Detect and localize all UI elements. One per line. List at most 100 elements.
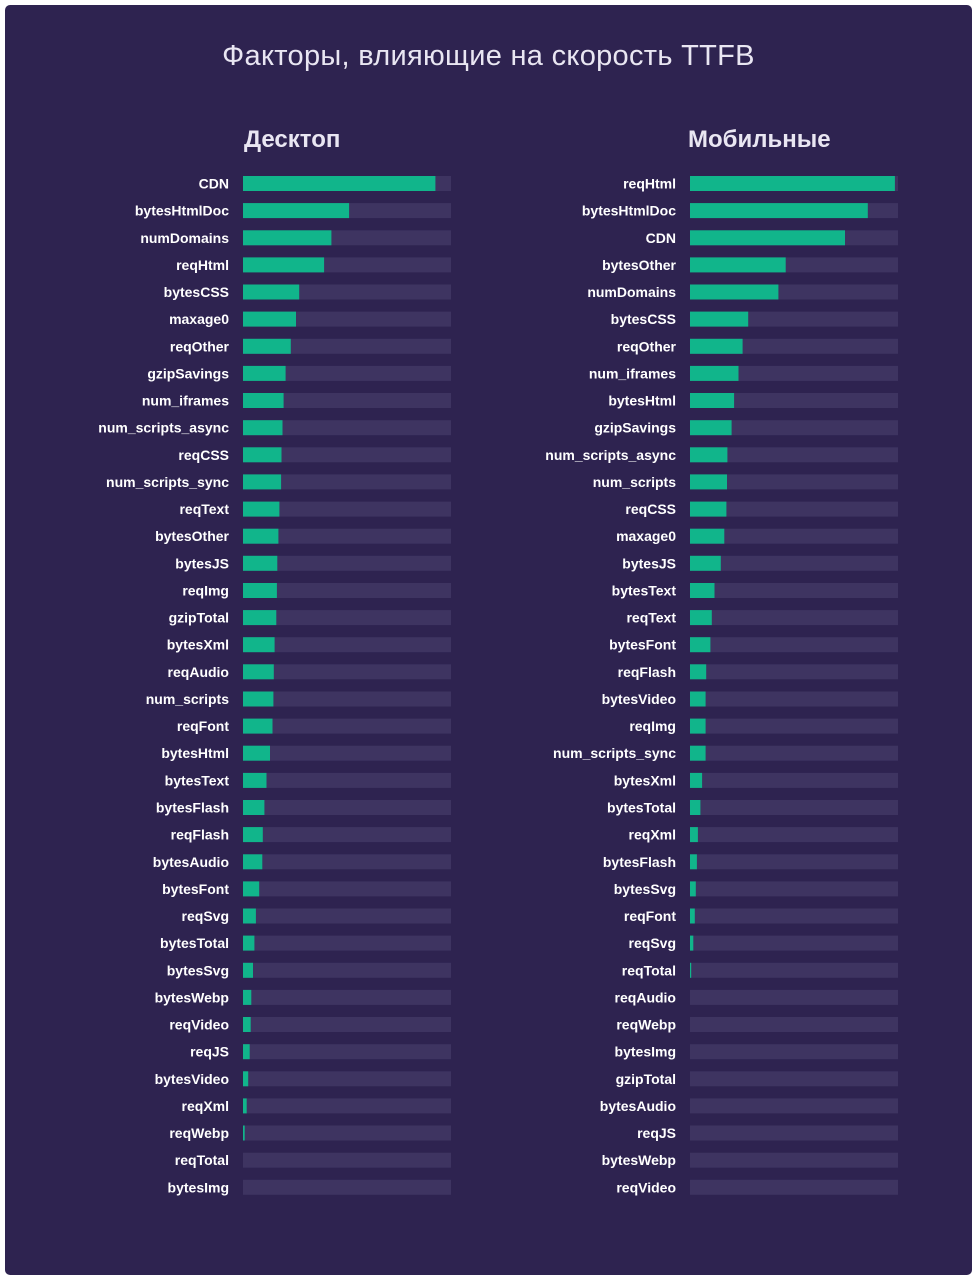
mobile-bar-12	[690, 501, 727, 517]
mobile-category-label-33: gzipTotal	[616, 1071, 676, 1087]
mobile-track-31	[690, 1017, 898, 1032]
mobile-track-24	[690, 827, 898, 843]
mobile-bar-16	[690, 610, 712, 626]
mobile-category-label-16: reqText	[626, 610, 676, 626]
desktop-bar-13	[243, 528, 279, 544]
desktop-category-label-0: CDN	[199, 176, 229, 192]
desktop-category-label-15: reqImg	[182, 583, 229, 599]
mobile-category-label-4: numDomains	[587, 284, 676, 300]
mobile-track-13	[690, 528, 898, 544]
mobile-category-label-24: reqXml	[629, 827, 676, 843]
desktop-category-label-21: bytesHtml	[161, 745, 229, 761]
desktop-bar-21	[243, 745, 270, 761]
desktop-bar-10	[243, 447, 282, 463]
mobile-category-label-34: bytesAudio	[600, 1098, 676, 1114]
mobile-bar-6	[690, 338, 743, 354]
mobile-bar-26	[690, 881, 696, 897]
desktop-category-label-37: bytesImg	[168, 1179, 229, 1195]
desktop-bar-1	[243, 203, 350, 219]
mobile-bar-24	[690, 827, 698, 843]
desktop-category-label-31: reqVideo	[169, 1017, 229, 1033]
desktop-category-label-8: num_iframes	[142, 393, 229, 409]
desktop-category-label-22: bytesText	[165, 772, 230, 788]
desktop-category-label-26: bytesFont	[162, 881, 229, 897]
desktop-category-label-36: reqTotal	[175, 1152, 229, 1168]
desktop-bar-27	[243, 908, 256, 924]
desktop-bar-2	[243, 230, 332, 246]
desktop-category-label-18: reqAudio	[168, 664, 229, 680]
mobile-category-label-3: bytesOther	[602, 257, 676, 273]
desktop-category-label-10: reqCSS	[178, 447, 229, 463]
desktop-bar-9	[243, 420, 283, 436]
mobile-track-23	[690, 800, 898, 815]
desktop-track-22	[243, 772, 451, 788]
desktop-bar-16	[243, 610, 277, 626]
mobile-category-label-23: bytesTotal	[607, 800, 676, 816]
desktop-bar-30	[243, 989, 252, 1005]
desktop-category-label-6: reqOther	[170, 338, 230, 354]
mobile-bar-9	[690, 420, 732, 436]
desktop-track-34	[243, 1098, 451, 1114]
desktop-track-17	[243, 637, 451, 653]
desktop-category-label-24: reqFlash	[171, 827, 229, 843]
desktop-category-label-2: numDomains	[140, 230, 229, 246]
mobile-category-label-12: reqCSS	[625, 501, 676, 517]
desktop-category-label-1: bytesHtmlDoc	[135, 203, 229, 219]
mobile-track-32	[690, 1044, 898, 1060]
desktop-bar-35	[243, 1125, 245, 1141]
desktop-track-29	[243, 962, 451, 978]
mobile-bar-18	[690, 664, 707, 680]
desktop-bar-8	[243, 393, 284, 408]
mobile-track-33	[690, 1071, 898, 1087]
desktop-track-10	[243, 447, 451, 463]
mobile-category-label-19: bytesVideo	[602, 691, 676, 707]
desktop-track-27	[243, 908, 451, 924]
mobile-bar-22	[690, 772, 703, 788]
desktop-category-label-30: bytesWebp	[155, 989, 229, 1005]
desktop-track-28	[243, 935, 451, 951]
mobile-bar-13	[690, 528, 725, 544]
desktop-category-label-28: bytesTotal	[160, 935, 229, 951]
mobile-bar-4	[690, 284, 779, 300]
desktop-bar-23	[243, 800, 265, 815]
desktop-track-26	[243, 881, 451, 897]
mobile-category-label-21: num_scripts_sync	[553, 745, 676, 761]
mobile-track-36	[690, 1152, 898, 1168]
mobile-bar-17	[690, 637, 711, 653]
mobile-bar-1	[690, 203, 868, 219]
desktop-track-33	[243, 1071, 451, 1087]
desktop-category-label-13: bytesOther	[155, 528, 229, 544]
mobile-category-label-29: reqTotal	[622, 962, 676, 978]
mobile-category-label-25: bytesFlash	[603, 854, 676, 870]
mobile-category-label-26: bytesSvg	[614, 881, 676, 897]
desktop-category-label-32: reqJS	[190, 1044, 229, 1060]
desktop-category-label-34: reqXml	[182, 1098, 229, 1114]
desktop-category-label-35: reqWebp	[169, 1125, 229, 1141]
mobile-track-25	[690, 854, 898, 870]
mobile-category-label-6: reqOther	[617, 338, 677, 354]
mobile-bar-25	[690, 854, 697, 870]
desktop-track-8	[243, 393, 451, 408]
desktop-bar-22	[243, 772, 267, 788]
mobile-bar-29	[690, 962, 692, 978]
mobile-bar-21	[690, 745, 706, 761]
desktop-track-11	[243, 474, 451, 490]
mobile-bar-10	[690, 447, 728, 463]
mobile-category-label-35: reqJS	[637, 1125, 676, 1141]
mobile-category-label-1: bytesHtmlDoc	[582, 203, 676, 219]
mobile-bar-27	[690, 908, 695, 924]
desktop-track-7	[243, 365, 451, 381]
mobile-category-label-32: bytesImg	[615, 1044, 676, 1060]
desktop-track-16	[243, 610, 451, 626]
desktop-category-label-7: gzipSavings	[147, 365, 229, 381]
desktop-track-37	[243, 1179, 451, 1195]
desktop-track-36	[243, 1152, 451, 1168]
desktop-track-24	[243, 827, 451, 843]
mobile-category-label-0: reqHtml	[623, 176, 676, 192]
mobile-bar-8	[690, 393, 735, 408]
mobile-category-label-22: bytesXml	[614, 772, 676, 788]
desktop-track-31	[243, 1017, 451, 1032]
mobile-category-label-13: maxage0	[616, 528, 676, 544]
desktop-category-label-29: bytesSvg	[167, 962, 229, 978]
mobile-track-20	[690, 718, 898, 734]
